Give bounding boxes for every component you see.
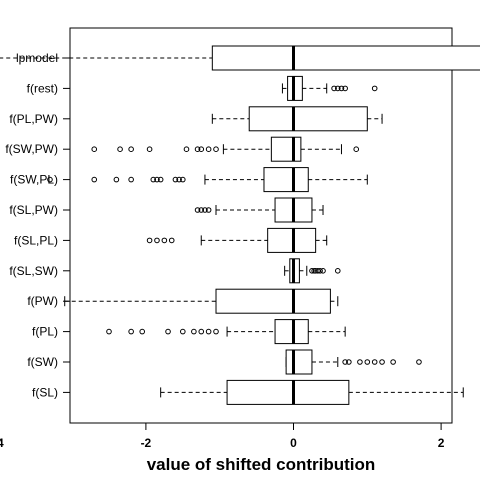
outlier-point (357, 359, 363, 365)
outlier-point (371, 359, 378, 365)
outlier-point (113, 176, 120, 183)
box-group (285, 349, 422, 375)
outlier-point (117, 146, 123, 152)
box-group (91, 136, 360, 162)
outlier-point (334, 85, 341, 92)
outlier-point (106, 328, 112, 335)
category-labels: lpmodel f(rest) f(PL,PW) f(SW,PW) f(SW,PL) f(… (5, 51, 70, 399)
iqr-box (285, 349, 313, 375)
x-axis: -6-4-2024 (0, 423, 445, 450)
outlier-point (180, 176, 186, 183)
outlier-point (91, 176, 98, 183)
outlier-point (379, 359, 385, 365)
plot-frame (69, 27, 453, 424)
outlier-point (194, 146, 201, 152)
outlier-point (334, 268, 341, 274)
outlier-point (154, 237, 160, 244)
outlier-point (205, 207, 212, 213)
category-label: f(rest) (27, 81, 58, 95)
outlier-point (198, 328, 205, 335)
box-group (47, 167, 368, 193)
category-label: f(PL) (32, 325, 58, 339)
category-label: f(PL,PW) (9, 112, 58, 126)
iqr-box (215, 288, 331, 314)
iqr-box (226, 379, 350, 405)
category-label: f(SW,PW) (5, 142, 58, 156)
outlier-point (371, 85, 378, 92)
outlier-point (315, 268, 321, 274)
iqr-box (263, 167, 309, 193)
outlier-point (202, 207, 208, 213)
box-group (194, 197, 324, 223)
outlier-point (198, 146, 205, 152)
iqr-box (274, 319, 309, 345)
category-label: f(SW,PL) (10, 173, 58, 187)
outlier-point (390, 359, 396, 365)
category-label: f(SL,PW) (9, 203, 58, 217)
iqr-box (248, 106, 368, 132)
iqr-box (270, 136, 302, 162)
outlier-point (346, 359, 352, 365)
boxes-layer (0, 45, 480, 405)
outlier-point (342, 359, 348, 365)
box-group (211, 106, 383, 132)
outlier-point (331, 85, 337, 92)
outlier-point (161, 237, 168, 244)
outlier-point (139, 328, 146, 335)
outlier-point (180, 328, 186, 335)
box-group (160, 379, 464, 405)
outlier-point (205, 146, 212, 152)
outlier-point (213, 146, 219, 152)
outlier-point (191, 328, 197, 335)
outlier-point (309, 268, 315, 274)
outlier-point (317, 268, 323, 274)
outlier-point (165, 328, 171, 335)
x-tick-label: 2 (438, 436, 445, 450)
outlier-point (128, 146, 134, 152)
outlier-point (172, 176, 179, 183)
category-label: f(SW) (27, 355, 58, 369)
category-label: f(SL,SW) (9, 264, 58, 278)
outlier-point (183, 146, 190, 152)
outlier-point (154, 176, 160, 183)
outlier-point (213, 328, 219, 335)
x-tick-label: -2 (141, 436, 152, 450)
outlier-point (416, 359, 422, 365)
outlier-point (157, 176, 164, 183)
outlier-point (194, 207, 201, 213)
x-tick-label: -4 (0, 436, 4, 450)
box-group (281, 75, 378, 101)
outlier-point (364, 359, 371, 365)
outlier-point (353, 146, 360, 152)
outlier-point (146, 237, 153, 244)
box-group (284, 258, 341, 284)
outlier-point (338, 85, 345, 92)
outlier-point (176, 176, 182, 183)
box-group (64, 288, 339, 314)
outlier-point (146, 146, 153, 152)
outlier-point (128, 176, 134, 183)
x-tick-label: 0 (290, 436, 297, 450)
iqr-box (211, 45, 480, 71)
box-group (0, 45, 480, 71)
outlier-point (320, 268, 326, 274)
outlier-point (128, 328, 134, 335)
box-group (146, 227, 328, 253)
x-axis-title: value of shifted contribution (147, 455, 376, 474)
outlier-point (342, 85, 348, 92)
outlier-point (168, 237, 175, 244)
category-label: f(PW) (27, 294, 58, 308)
category-label: lpmodel (16, 51, 58, 65)
category-label: f(SL) (32, 385, 58, 399)
category-label: f(SL,PL) (14, 233, 58, 247)
outlier-point (198, 207, 205, 213)
iqr-box (267, 227, 317, 253)
outlier-point (205, 328, 212, 335)
outlier-point (47, 176, 53, 183)
outlier-point (150, 176, 157, 183)
box-group (106, 319, 346, 345)
outlier-point (91, 146, 98, 152)
